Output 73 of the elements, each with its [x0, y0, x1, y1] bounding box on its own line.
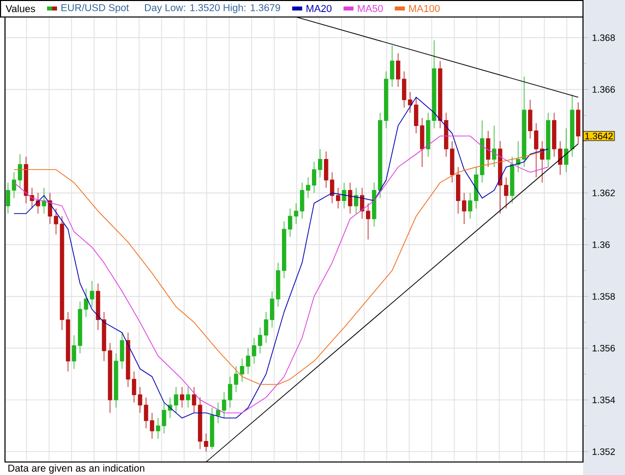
- candlestick: [150, 412, 154, 440]
- y-tick-label: 1.352: [592, 448, 615, 455]
- y-tick-label: 1.366: [592, 86, 615, 93]
- candlestick: [312, 162, 316, 194]
- candlestick: [192, 386, 196, 414]
- candlestick: [264, 312, 268, 344]
- candlestick: [138, 386, 142, 414]
- candlestick: [84, 288, 88, 318]
- candlestick: [102, 312, 106, 362]
- y-tick-label: 1.354: [592, 396, 616, 404]
- candlestick: [510, 156, 514, 204]
- candlestick: [294, 202, 298, 224]
- candlestick: [336, 187, 340, 209]
- candlestick: [252, 337, 256, 364]
- candlestick: [576, 102, 580, 144]
- candlestick: [162, 402, 166, 434]
- candlestick: [258, 327, 262, 354]
- text: 1.3642: [585, 132, 613, 140]
- candlestick: [54, 208, 58, 235]
- legend-label: MA100: [409, 4, 440, 12]
- text: Data are given as an indication: [8, 464, 144, 474]
- candlestick: [210, 407, 214, 450]
- candlestick: [204, 433, 208, 452]
- legend-label: MA50: [358, 4, 383, 12]
- candlestick: [114, 353, 118, 408]
- candlestick: [72, 334, 76, 370]
- candlestick: [6, 182, 10, 214]
- candlestick: [240, 358, 244, 382]
- candlestick: [156, 418, 160, 440]
- candlestick: [132, 371, 136, 403]
- candlestick: [198, 396, 202, 450]
- candlestick: [174, 386, 178, 414]
- candlestick: [354, 187, 358, 214]
- candlestick: [234, 366, 238, 392]
- candlestick: [108, 342, 112, 414]
- candlestick: [246, 348, 250, 374]
- candlestick: [186, 386, 190, 408]
- candlestick: [96, 283, 100, 330]
- candlestick: [222, 392, 226, 418]
- candlestick: [216, 402, 220, 424]
- candlestick: [228, 376, 232, 408]
- candlestick: [288, 208, 292, 238]
- candlestick: [546, 112, 550, 168]
- candlestick: [306, 177, 310, 198]
- candlestick: [18, 154, 22, 188]
- chart-title: Values: [6, 4, 36, 12]
- candlestick: [90, 280, 94, 308]
- legend-label: MA20: [306, 4, 332, 12]
- candlestick: [144, 396, 148, 429]
- candlestick: [78, 301, 82, 354]
- y-tick-label: 1.358: [592, 293, 615, 300]
- candlestick: [12, 172, 16, 198]
- candlestick: [48, 192, 52, 224]
- candlestick: [270, 290, 274, 328]
- chart-subtitle: Day Low: 1.3520 High: 1.3679: [145, 4, 280, 14]
- candlestick: [348, 182, 352, 214]
- candlestick: [30, 187, 34, 209]
- candlestick: [324, 151, 328, 188]
- candlestick: [42, 187, 46, 214]
- legend-label: EUR/USD Spot: [61, 4, 129, 14]
- candlestick: [318, 148, 322, 178]
- y-tick-label: 1.362: [592, 190, 615, 196]
- candlestick: [276, 262, 280, 308]
- candlestick: [486, 130, 490, 168]
- candlestick: [300, 182, 304, 220]
- y-tick-label: 1.36: [592, 241, 610, 248]
- candlestick: [66, 312, 70, 372]
- candlestick: [120, 332, 124, 370]
- y-tick-label: 1.368: [592, 34, 615, 41]
- candlestick: [492, 125, 496, 168]
- y-tick-label: 1.356: [592, 344, 615, 352]
- candlestick: [180, 386, 184, 408]
- candlestick: [24, 156, 28, 204]
